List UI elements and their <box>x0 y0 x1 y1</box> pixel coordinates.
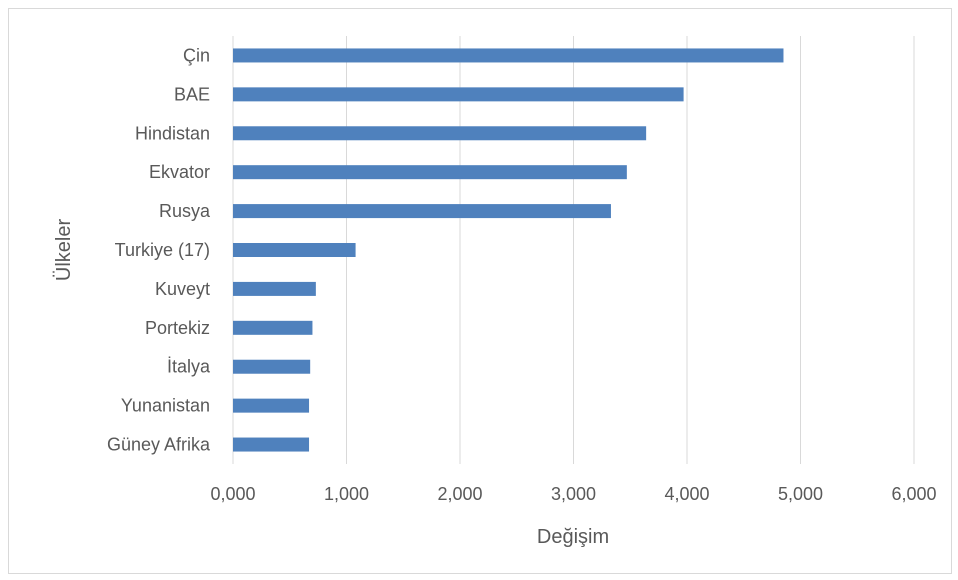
x-tick-label: 5,000 <box>778 484 823 504</box>
bar <box>233 87 684 102</box>
x-tick-label: 0,000 <box>210 484 255 504</box>
x-tick-label: 3,000 <box>551 484 596 504</box>
bar <box>233 437 310 452</box>
category-label: Güney Afrika <box>107 435 211 455</box>
category-label: Yunanistan <box>121 396 210 416</box>
bar <box>233 126 647 141</box>
x-tick-label: 2,000 <box>437 484 482 504</box>
gridlines <box>232 36 915 464</box>
category-label: BAE <box>174 84 210 104</box>
x-tick-labels: 0,000 1,000 2,000 3,000 4,000 5,000 6,000 <box>210 484 936 504</box>
category-label: Çin <box>183 45 210 65</box>
bar <box>233 165 627 180</box>
category-labels: Çin BAE Hindistan Ekvator Rusya Turkiye (17) K… <box>107 45 211 454</box>
bars <box>233 48 784 452</box>
category-label: Portekiz <box>145 318 210 338</box>
bar <box>233 398 310 413</box>
category-label: Turkiye (17) <box>115 240 210 260</box>
category-label: Rusya <box>159 201 211 221</box>
category-label: Hindistan <box>135 123 210 143</box>
category-label: İtalya <box>167 357 211 377</box>
x-axis-title: Değişim <box>537 526 609 548</box>
bar <box>233 320 313 335</box>
category-label: Kuveyt <box>155 279 210 299</box>
chart-frame <box>8 8 952 574</box>
bar <box>233 359 311 374</box>
bar <box>233 243 356 257</box>
x-tick-label: 6,000 <box>891 484 936 504</box>
y-axis-title: Ülkeler <box>53 219 75 282</box>
category-label: Ekvator <box>149 162 210 182</box>
x-tick-label: 4,000 <box>664 484 709 504</box>
bar <box>233 48 784 63</box>
bar <box>233 281 316 296</box>
x-tick-label: 1,000 <box>324 484 369 504</box>
bar <box>233 204 611 219</box>
